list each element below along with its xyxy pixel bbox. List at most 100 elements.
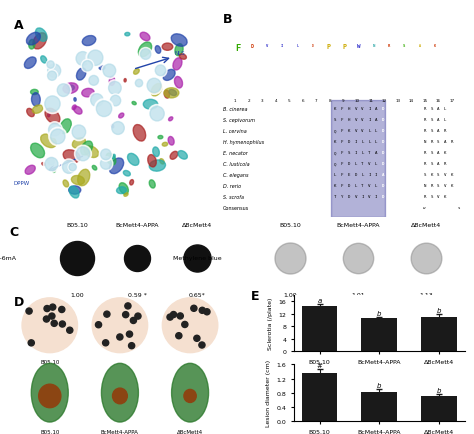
Text: P: P (396, 184, 398, 188)
Circle shape (96, 102, 112, 117)
Circle shape (148, 105, 166, 124)
Text: V: V (361, 129, 364, 133)
Ellipse shape (175, 45, 183, 56)
Circle shape (194, 335, 200, 342)
Circle shape (28, 340, 34, 346)
Text: K: K (347, 129, 350, 133)
Text: A: A (437, 151, 440, 155)
Text: 8: 8 (328, 99, 331, 103)
Ellipse shape (164, 91, 170, 99)
Circle shape (50, 304, 56, 310)
Text: I: I (281, 44, 283, 48)
Text: b: b (437, 388, 441, 394)
Ellipse shape (111, 125, 114, 128)
Text: P: P (389, 118, 392, 122)
Bar (361, 392, 397, 421)
Text: ΔBcMett4: ΔBcMett4 (177, 429, 203, 434)
Point (194, 255, 201, 262)
Text: s: s (458, 206, 460, 210)
Text: K: K (430, 173, 433, 177)
Circle shape (88, 51, 103, 66)
Text: NLS: NLS (175, 51, 185, 56)
Ellipse shape (31, 93, 40, 107)
Ellipse shape (124, 194, 128, 197)
Circle shape (135, 80, 143, 88)
Ellipse shape (138, 43, 152, 58)
Text: P: P (396, 162, 398, 166)
Text: D: D (389, 140, 392, 144)
Text: W: W (403, 118, 405, 122)
Text: 17: 17 (449, 99, 455, 103)
Ellipse shape (29, 40, 35, 50)
Text: ΔBcMett4: ΔBcMett4 (410, 222, 441, 227)
Circle shape (127, 331, 133, 337)
Circle shape (123, 312, 129, 318)
Text: L: L (375, 129, 378, 133)
Ellipse shape (32, 106, 43, 114)
Circle shape (44, 316, 50, 322)
Text: S: S (430, 162, 433, 166)
Text: N: N (417, 107, 419, 111)
Point (134, 255, 141, 262)
Text: BcMett4-APPA: BcMett4-APPA (336, 222, 380, 227)
Point (286, 255, 294, 262)
Text: 7: 7 (315, 99, 318, 103)
Text: D: D (250, 44, 253, 49)
Text: 11: 11 (368, 99, 373, 103)
Text: N: N (417, 118, 419, 122)
Text: R: R (388, 44, 390, 48)
Circle shape (74, 51, 91, 68)
Text: S: S (437, 173, 440, 177)
Circle shape (110, 96, 121, 107)
Ellipse shape (169, 118, 173, 122)
Circle shape (74, 146, 91, 163)
Text: L. cervina: L. cervina (223, 129, 246, 134)
Ellipse shape (25, 166, 35, 175)
Circle shape (135, 79, 144, 89)
Ellipse shape (118, 114, 124, 119)
Text: F: F (341, 173, 343, 177)
Text: p: p (417, 206, 419, 210)
Text: R: R (423, 129, 426, 133)
Ellipse shape (101, 364, 138, 422)
Text: N: N (417, 151, 419, 155)
Ellipse shape (163, 70, 175, 81)
Circle shape (112, 122, 124, 135)
Text: 0.59 *: 0.59 * (128, 292, 147, 297)
Ellipse shape (162, 143, 168, 147)
Circle shape (184, 390, 196, 403)
Circle shape (147, 79, 161, 93)
Circle shape (88, 75, 100, 87)
Text: 15: 15 (422, 99, 428, 103)
Text: P: P (410, 162, 412, 166)
Text: F: F (341, 129, 343, 133)
Circle shape (171, 312, 177, 318)
Text: F: F (341, 107, 343, 111)
Text: H: H (347, 107, 350, 111)
Ellipse shape (63, 181, 69, 187)
Text: L: L (355, 184, 357, 188)
Text: W: W (357, 44, 361, 49)
Circle shape (107, 81, 123, 97)
Text: V: V (444, 173, 447, 177)
Ellipse shape (27, 109, 34, 118)
Text: S: S (334, 118, 336, 122)
Ellipse shape (134, 69, 139, 75)
Circle shape (76, 53, 90, 66)
Circle shape (100, 150, 111, 161)
Circle shape (72, 126, 86, 140)
Text: W: W (410, 140, 412, 144)
Text: W: W (403, 151, 405, 155)
Text: A: A (419, 44, 420, 48)
Circle shape (191, 306, 197, 312)
Circle shape (51, 130, 65, 145)
Ellipse shape (67, 86, 74, 91)
Text: 1.00: 1.00 (283, 292, 297, 297)
Ellipse shape (117, 187, 127, 194)
Ellipse shape (171, 35, 187, 47)
Ellipse shape (45, 109, 60, 125)
Circle shape (125, 303, 131, 309)
Circle shape (44, 156, 60, 173)
Circle shape (55, 83, 71, 99)
Circle shape (154, 64, 167, 78)
